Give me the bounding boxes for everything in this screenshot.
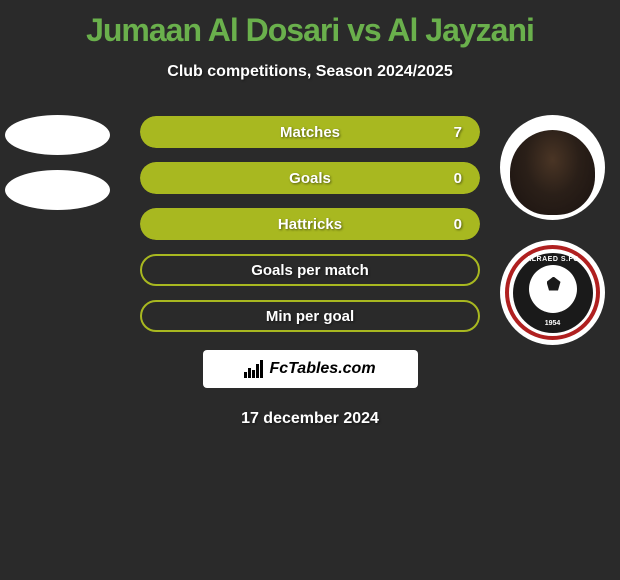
stat-row-goals: Goals 0: [140, 162, 480, 194]
stat-label: Goals: [289, 170, 331, 187]
fctables-badge: FcTables.com: [203, 350, 418, 388]
stat-row-hattricks: Hattricks 0: [140, 208, 480, 240]
stat-value: 0: [454, 216, 462, 233]
stat-label: Hattricks: [278, 216, 342, 233]
stat-label: Matches: [280, 124, 340, 141]
page-title: Jumaan Al Dosari vs Al Jayzani: [0, 0, 620, 49]
stat-label: Min per goal: [266, 308, 354, 325]
stat-value: 0: [454, 170, 462, 187]
stat-label: Goals per match: [251, 262, 369, 279]
date-text: 17 december 2024: [0, 410, 620, 428]
chart-icon: [244, 360, 263, 378]
page-subtitle: Club competitions, Season 2024/2025: [0, 63, 620, 81]
stat-row-matches: Matches 7: [140, 116, 480, 148]
stats-container: Matches 7 Goals 0 Hattricks 0 Goals per …: [0, 116, 620, 332]
badge-text: FcTables.com: [269, 360, 375, 378]
stat-row-min-per-goal: Min per goal: [140, 300, 480, 332]
stat-value: 7: [454, 124, 462, 141]
stat-row-goals-per-match: Goals per match: [140, 254, 480, 286]
